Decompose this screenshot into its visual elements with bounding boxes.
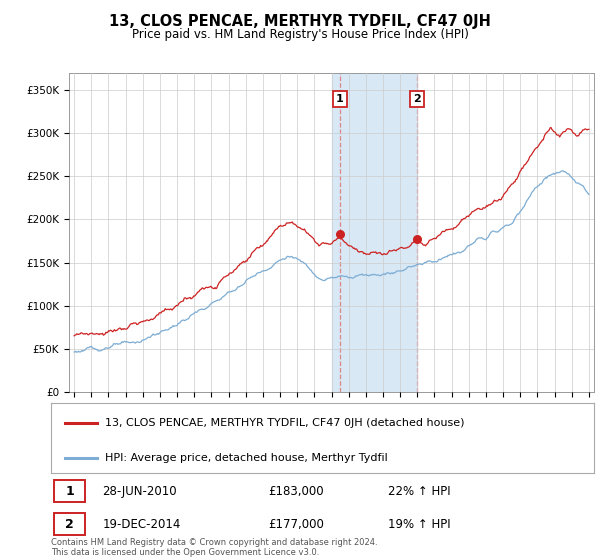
Text: 22% ↑ HPI: 22% ↑ HPI <box>388 485 450 498</box>
Text: 19-DEC-2014: 19-DEC-2014 <box>103 517 181 530</box>
Text: 13, CLOS PENCAE, MERTHYR TYDFIL, CF47 0JH (detached house): 13, CLOS PENCAE, MERTHYR TYDFIL, CF47 0J… <box>106 418 465 428</box>
Text: £183,000: £183,000 <box>268 485 324 498</box>
FancyBboxPatch shape <box>54 513 85 535</box>
Bar <box>331 73 417 392</box>
Text: 2: 2 <box>413 94 421 104</box>
Text: 1: 1 <box>65 485 74 498</box>
Text: HPI: Average price, detached house, Merthyr Tydfil: HPI: Average price, detached house, Mert… <box>106 453 388 463</box>
FancyBboxPatch shape <box>54 480 85 502</box>
Text: 19% ↑ HPI: 19% ↑ HPI <box>388 517 450 530</box>
Text: Contains HM Land Registry data © Crown copyright and database right 2024.
This d: Contains HM Land Registry data © Crown c… <box>51 538 377 557</box>
Text: Price paid vs. HM Land Registry's House Price Index (HPI): Price paid vs. HM Land Registry's House … <box>131 28 469 41</box>
Text: 28-JUN-2010: 28-JUN-2010 <box>103 485 177 498</box>
Text: 1: 1 <box>336 94 344 104</box>
Text: 2: 2 <box>65 517 74 530</box>
Text: £177,000: £177,000 <box>268 517 324 530</box>
Text: 13, CLOS PENCAE, MERTHYR TYDFIL, CF47 0JH: 13, CLOS PENCAE, MERTHYR TYDFIL, CF47 0J… <box>109 14 491 29</box>
